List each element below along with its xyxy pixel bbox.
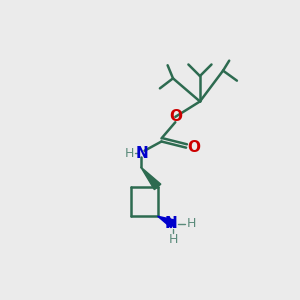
Text: O: O: [169, 109, 182, 124]
Text: H: H: [187, 217, 196, 230]
Text: N: N: [165, 216, 178, 231]
Text: N: N: [136, 146, 148, 160]
Text: O: O: [187, 140, 200, 155]
Text: H: H: [125, 146, 135, 160]
Polygon shape: [141, 167, 161, 190]
Polygon shape: [158, 216, 175, 228]
Text: H: H: [168, 233, 178, 246]
